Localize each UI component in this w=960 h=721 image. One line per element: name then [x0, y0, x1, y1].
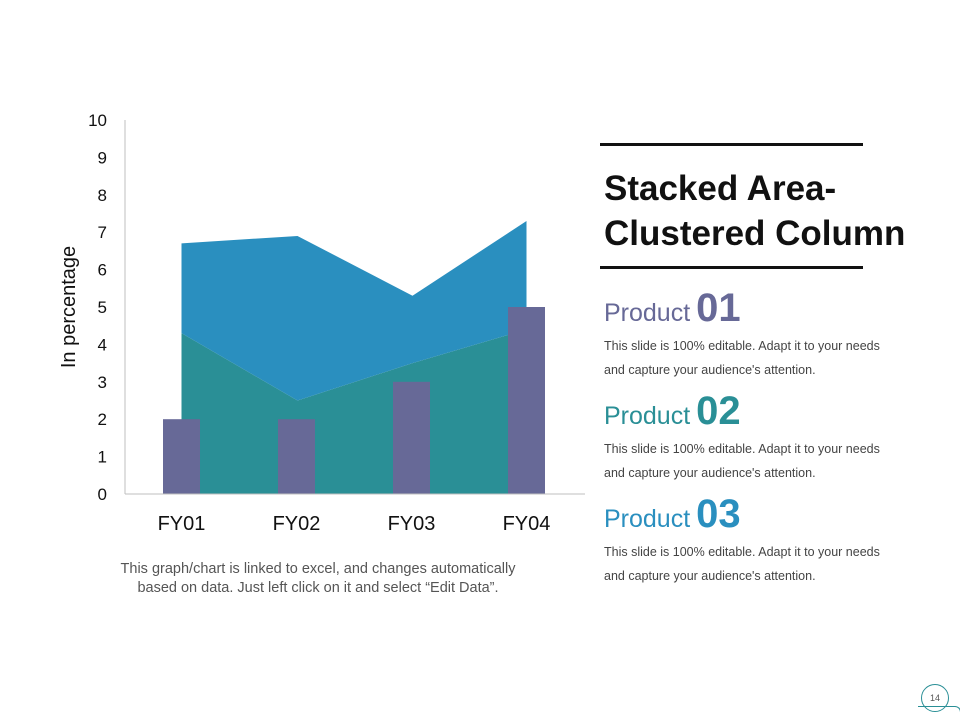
product-label: Product: [604, 505, 691, 533]
product-label: Product: [604, 402, 691, 430]
caption-line-1: This graph/chart is linked to excel, and…: [120, 561, 516, 577]
chart-axes: [124, 120, 585, 495]
product-block-02: Product 02 This slide is 100% editable. A…: [604, 389, 924, 485]
y-tick-label: 8: [98, 186, 107, 205]
x-category-label: FY03: [388, 513, 436, 535]
x-category-label: FY01: [158, 513, 206, 535]
y-tick-label: 1: [98, 448, 107, 467]
product-description: This slide is 100% editable. Adapt it to…: [604, 339, 880, 377]
area-series-1[interactable]: [181, 329, 527, 494]
y-axis-title: In percentage: [58, 246, 80, 368]
product-block-03: Product 03 This slide is 100% editable. A…: [604, 492, 924, 588]
product-block-01: Product 01 This slide is 100% editable. A…: [604, 286, 924, 382]
y-tick-labels: 0 1 2 3 4 5 6 7 8 9 10: [88, 111, 107, 504]
bar-series-group: [163, 307, 545, 494]
chart-caption: This graph/chart is linked to excel, and…: [90, 560, 546, 598]
product-number: 02: [696, 389, 741, 433]
y-tick-label: 5: [98, 298, 107, 317]
page-number-badge: 14: [921, 684, 949, 712]
slide-title: Stacked Area- Clustered Column: [604, 166, 944, 256]
area-series-2[interactable]: [181, 220, 527, 401]
product-heading: Product 02: [604, 389, 924, 433]
y-tick-label: 9: [98, 148, 107, 167]
y-tick-label: 10: [88, 111, 107, 130]
bar-fy04[interactable]: [508, 307, 545, 494]
product-description: This slide is 100% editable. Adapt it to…: [604, 545, 880, 583]
bar-fy03[interactable]: [393, 381, 430, 494]
stacked-area-clustered-column-chart[interactable]: 0 1 2 3 4 5 6 7 8 9 10 FY01 FY02 FY03 FY04 In percent…: [0, 0, 600, 560]
x-category-labels: FY01 FY02 FY03 FY04: [158, 513, 551, 535]
product-description: This slide is 100% editable. Adapt it to…: [604, 442, 880, 480]
title-bottom-rule: [600, 266, 863, 269]
y-tick-label: 2: [98, 410, 107, 429]
product-number: 01: [696, 286, 741, 330]
title-top-rule: [600, 143, 863, 146]
y-tick-label: 3: [98, 373, 107, 392]
product-heading: Product 03: [604, 492, 924, 536]
caption-line-2: based on data. Just left click on it and…: [137, 580, 499, 596]
product-number: 03: [696, 492, 741, 536]
x-category-label: FY04: [503, 513, 551, 535]
x-category-label: FY02: [273, 513, 321, 535]
bar-fy02[interactable]: [278, 419, 315, 494]
bar-fy01[interactable]: [163, 419, 200, 494]
y-tick-label: 4: [98, 335, 107, 354]
y-tick-label: 0: [98, 485, 107, 504]
area-series-group: [181, 220, 527, 494]
y-tick-label: 7: [98, 223, 107, 242]
title-line-2: Clustered Column: [604, 214, 906, 253]
y-tick-label: 6: [98, 261, 107, 280]
title-line-1: Stacked Area-: [604, 169, 837, 208]
hand-icon: [918, 706, 960, 721]
product-heading: Product 01: [604, 286, 924, 330]
product-label: Product: [604, 299, 691, 327]
